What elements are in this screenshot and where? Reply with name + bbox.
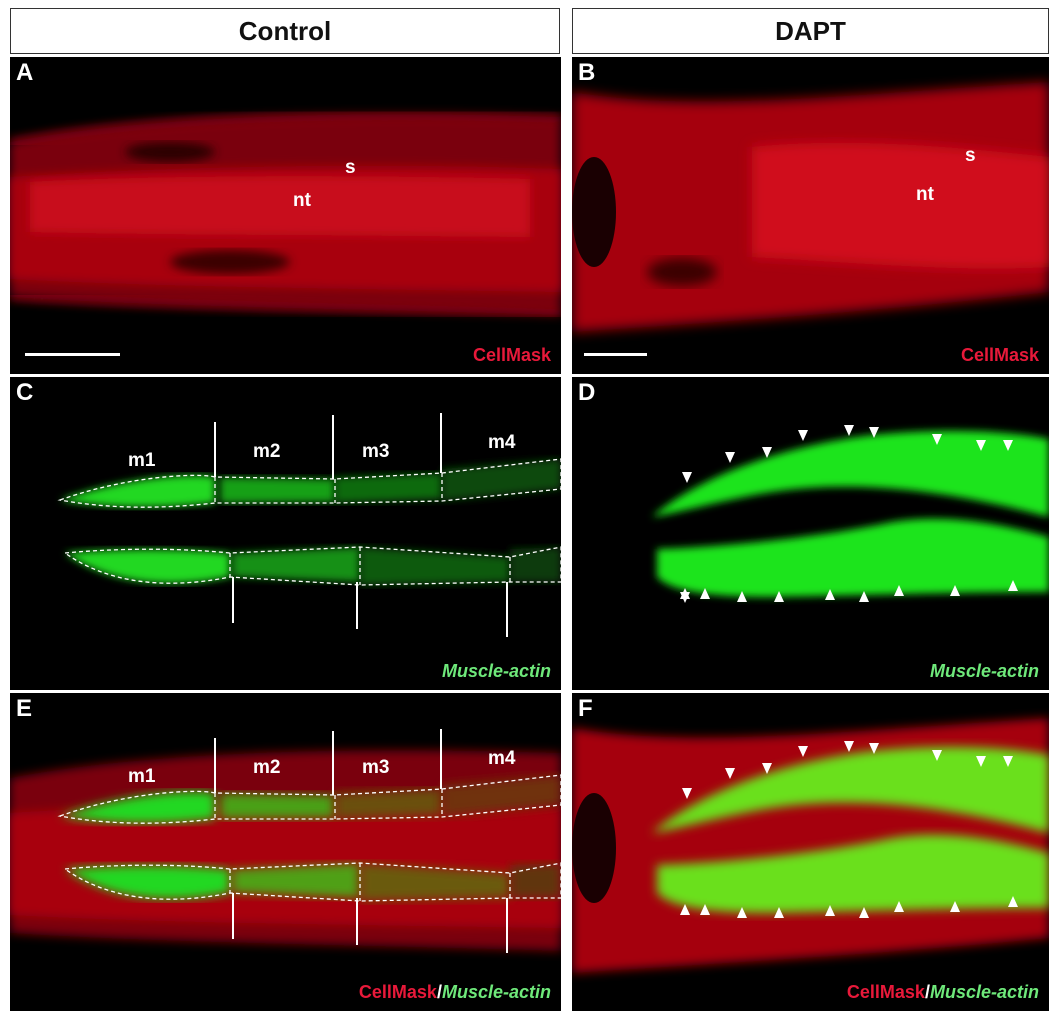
label-m1-c: m1 [128,450,156,471]
panel-letter-d: D [578,379,596,406]
label-m1-e: m1 [128,766,156,787]
stain-separator-f: / [924,982,930,1002]
arrowhead-markers [680,425,1018,603]
stain-muscle-actin-e: Muscle-actin [441,982,551,1002]
panel-a-micrograph [10,112,561,317]
panel-c-micrograph [57,413,561,637]
panel-letter-a: A [16,59,34,86]
stain-separator-e: / [436,982,442,1002]
label-neural-tube-a: nt [293,190,311,211]
label-m2-c: m2 [253,441,281,462]
stain-muscle-actin-c: Muscle-actin [441,661,551,681]
label-neural-tube-b: nt [916,184,934,205]
panel-letter-b: B [578,59,596,86]
stain-cellmask-e: CellMask [358,982,437,1002]
label-m2-e: m2 [253,757,281,778]
arrowhead-markers-f [680,741,1018,918]
panel-letter-e: E [16,695,33,722]
control-header: Control [10,8,560,54]
stain-merge-e: CellMask/Muscle-actin [359,982,551,1003]
label-somite-b: s [965,145,976,166]
panel-d-micrograph [652,425,1049,603]
stain-merge-f: CellMask/Muscle-actin [847,982,1039,1003]
panel-e-merge-control: E m1 m2 m3 m4 CellMask/Muscle-actin [10,693,561,1011]
scale-bar-a [25,353,120,356]
panel-b-cellmask-dapt: B s nt CellMask [572,57,1049,374]
stain-muscle-actin-f: Muscle-actin [929,982,1039,1002]
panel-d-muscle-actin-dapt: D Muscle-actin [572,377,1049,690]
panel-a-cellmask-control: A s nt CellMask [10,57,561,374]
label-m3-c: m3 [362,441,390,462]
panel-f-merge-dapt: F CellMask/Muscle-actin [572,693,1049,1011]
stain-cellmask-f: CellMask [846,982,925,1002]
label-m4-e: m4 [488,748,516,769]
panel-f-micrograph [572,718,1049,973]
panel-e-micrograph [10,729,561,953]
panel-letter-f: F [578,695,593,722]
panel-c-muscle-actin-control: C m1 m2 m3 m4 Muscle-actin [10,377,561,690]
stain-cellmask-b: CellMask [960,345,1039,365]
panel-b-micrograph [572,82,1049,332]
label-somite-a: s [345,157,356,178]
dapt-header: DAPT [572,8,1049,54]
label-m3-e: m3 [362,757,390,778]
panel-letter-c: C [16,379,34,406]
stain-muscle-actin-d: Muscle-actin [929,661,1039,681]
label-m4-c: m4 [488,432,516,453]
stain-cellmask-a: CellMask [472,345,551,365]
scale-bar-b [584,353,647,356]
